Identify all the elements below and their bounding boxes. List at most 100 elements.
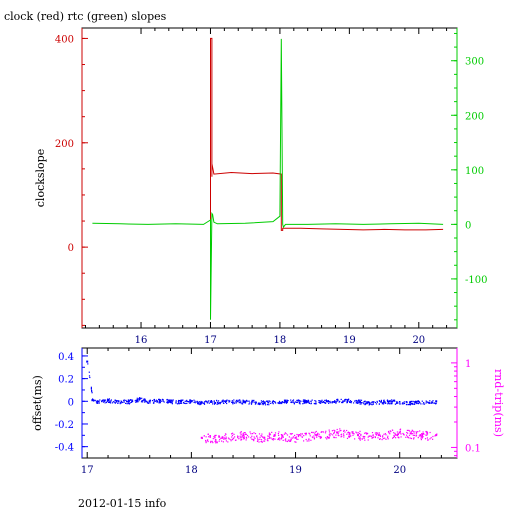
offset-point: [420, 403, 422, 405]
x-tick-label: 16: [135, 335, 148, 346]
offset-point: [262, 403, 264, 405]
chart-title: clock (red) rtc (green) slopes: [4, 10, 167, 23]
rndtrip-point: [251, 433, 254, 435]
offset-point: [129, 402, 131, 404]
rndtrip-point: [420, 437, 422, 439]
offset-point: [281, 401, 283, 403]
offset-point: [156, 400, 159, 402]
offset-point: [330, 402, 332, 404]
offset-point: [360, 401, 362, 404]
y-tick-label-left-bottom: -0.4: [55, 443, 74, 454]
offset-point: [380, 399, 382, 401]
rndtrip-point: [349, 435, 351, 437]
rndtrip-point: [396, 434, 398, 436]
offset-point: [428, 402, 430, 404]
offset-point: [121, 402, 123, 404]
rndtrip-point: [243, 437, 246, 439]
rndtrip-point: [406, 434, 408, 436]
offset-point: [361, 402, 363, 404]
offset-point: [269, 400, 271, 402]
rndtrip-point: [376, 433, 378, 435]
rndtrip-point: [343, 434, 345, 436]
offset-point: [155, 400, 157, 402]
rndtrip-point: [324, 432, 327, 434]
offset-point: [200, 401, 203, 404]
offset-point: [198, 403, 200, 405]
offset-point: [87, 363, 89, 365]
rndtrip-point: [343, 436, 345, 438]
offset-point: [242, 399, 244, 401]
rndtrip-point: [348, 436, 350, 438]
rndtrip-point: [219, 436, 221, 438]
offset-point: [336, 400, 338, 402]
offset-point: [349, 401, 351, 403]
offset-point: [296, 399, 298, 401]
offset-point: [134, 400, 136, 402]
offset-point: [115, 401, 117, 403]
offset-point: [136, 400, 138, 402]
red-slope-line: [210, 37, 444, 315]
offset-point: [143, 399, 145, 401]
offset-point: [216, 399, 218, 401]
rndtrip-point: [349, 432, 351, 434]
rndtrip-point: [258, 433, 261, 435]
offset-point: [259, 402, 261, 404]
offset-point: [399, 402, 401, 404]
offset-point: [129, 399, 131, 401]
rndtrip-point: [348, 435, 350, 437]
rndtrip-point: [313, 435, 315, 437]
rndtrip-point: [336, 432, 338, 434]
rndtrip-point: [388, 432, 390, 434]
rndtrip-point: [409, 432, 411, 434]
offset-point: [111, 402, 114, 404]
rndtrip-point: [313, 437, 316, 439]
offset-point: [222, 400, 224, 402]
rndtrip-point: [274, 435, 276, 437]
offset-point: [332, 401, 334, 403]
offset-point: [394, 400, 396, 402]
rndtrip-point: [423, 433, 425, 435]
offset-point: [409, 402, 411, 404]
offset-point: [131, 399, 134, 401]
rndtrip-point: [389, 430, 391, 432]
rndtrip-point: [367, 439, 369, 441]
offset-point: [390, 400, 392, 403]
rndtrip-point: [367, 436, 369, 438]
rndtrip-point: [399, 428, 402, 430]
offset-point: [369, 402, 371, 404]
rndtrip-point: [374, 432, 376, 434]
rndtrip-point: [410, 431, 412, 433]
offset-point: [123, 401, 125, 403]
offset-point: [277, 402, 279, 404]
offset-point: [171, 400, 173, 402]
offset-point: [378, 403, 380, 405]
rndtrip-point: [287, 439, 289, 441]
offset-point: [319, 402, 321, 404]
offset-point: [180, 399, 182, 401]
rndtrip-point: [346, 429, 348, 432]
rndtrip-point: [426, 432, 429, 434]
offset-point: [358, 402, 360, 404]
offset-point: [160, 400, 162, 402]
offset-point: [140, 401, 143, 403]
offset-point: [136, 397, 138, 399]
offset-point: [292, 400, 294, 402]
offset-point: [422, 403, 424, 405]
offset-point: [240, 400, 242, 402]
offset-point: [262, 404, 264, 406]
offset-point: [183, 401, 185, 404]
offset-point: [421, 400, 423, 402]
offset-point: [105, 399, 107, 401]
offset-point: [331, 401, 333, 403]
rndtrip-point: [352, 432, 354, 434]
rndtrip-point: [322, 431, 325, 433]
offset-point: [119, 403, 121, 405]
rndtrip-point: [351, 431, 353, 433]
offset-point: [335, 401, 337, 403]
offset-point: [88, 371, 90, 373]
offset-point: [199, 402, 202, 404]
offset-point: [108, 399, 110, 401]
rndtrip-point: [359, 437, 361, 439]
rndtrip-point: [379, 435, 382, 437]
offset-point: [137, 401, 139, 403]
